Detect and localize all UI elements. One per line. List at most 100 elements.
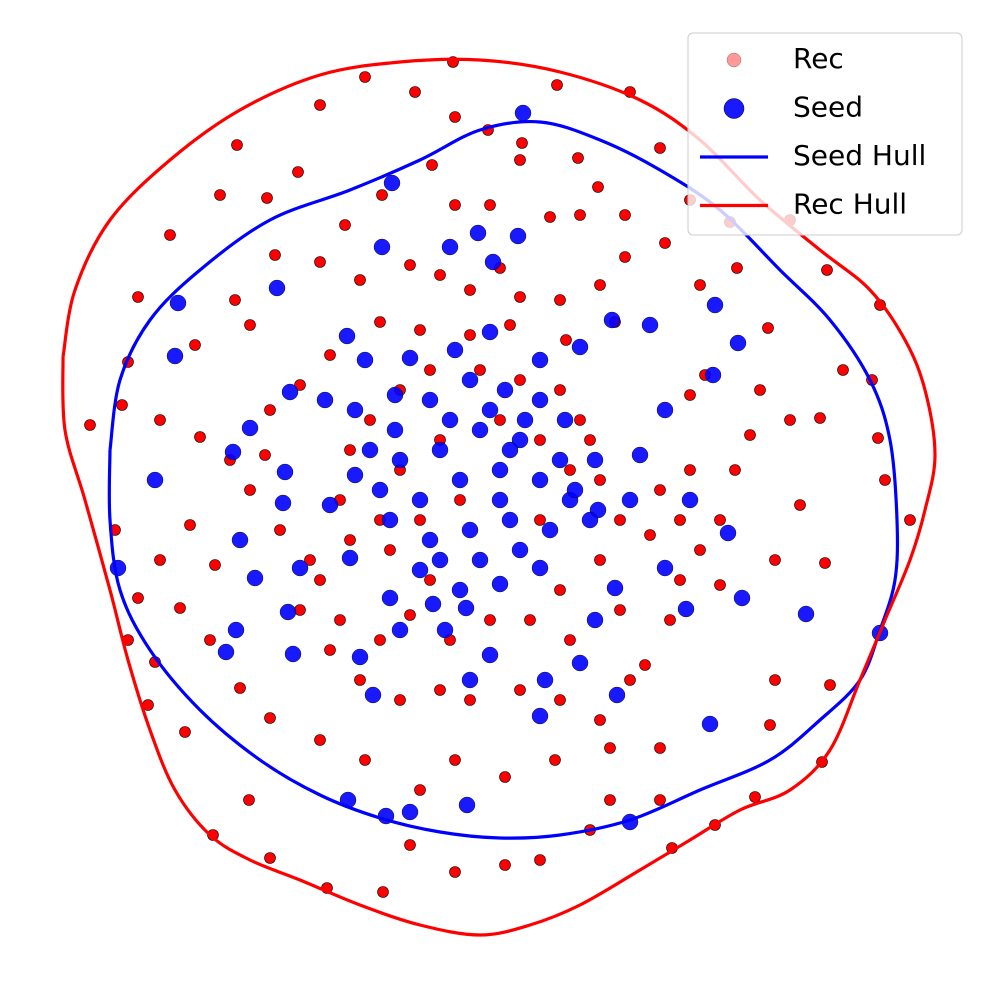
rec-point xyxy=(554,294,566,306)
rec-point xyxy=(304,554,316,566)
rec-point xyxy=(524,614,536,626)
rec-point xyxy=(504,319,516,331)
seed-point xyxy=(531,351,549,369)
seed-point xyxy=(516,411,534,429)
rec-point xyxy=(644,529,656,541)
seed-point xyxy=(484,253,502,271)
rec-point xyxy=(204,634,216,646)
legend-label: Rec xyxy=(793,42,844,75)
rec-point xyxy=(184,519,196,531)
rec-point xyxy=(551,79,563,91)
rec-point xyxy=(404,609,416,621)
rec-point xyxy=(564,634,576,646)
seed-point xyxy=(501,441,519,459)
legend-box xyxy=(687,32,963,236)
seed-point xyxy=(431,551,449,569)
legend-swatch xyxy=(726,52,742,68)
seed-point xyxy=(608,686,626,704)
rec-point xyxy=(619,251,631,263)
seed-point xyxy=(386,386,404,404)
seed-point xyxy=(451,471,469,489)
seed-point xyxy=(274,494,292,512)
seed-point xyxy=(606,579,624,597)
rec-point xyxy=(414,514,426,526)
seed-point xyxy=(531,471,549,489)
rec-point xyxy=(414,324,426,336)
rec-point xyxy=(514,684,526,696)
seed-point xyxy=(481,323,499,341)
seed-point xyxy=(371,481,389,499)
rec-point xyxy=(189,339,201,351)
legend-swatch xyxy=(723,98,745,119)
rec-point xyxy=(314,256,326,268)
seed-point xyxy=(704,366,722,384)
rec-point xyxy=(354,674,366,686)
rec-point xyxy=(292,166,304,178)
rec-point xyxy=(294,379,306,391)
seed-point xyxy=(491,491,509,509)
rec-point xyxy=(516,137,528,149)
rec-point xyxy=(359,754,371,766)
seed-point xyxy=(224,443,242,461)
seed-point xyxy=(381,589,399,607)
seed-point xyxy=(451,581,469,599)
rec-point xyxy=(744,429,756,441)
seed-point xyxy=(471,421,489,439)
rec-point xyxy=(174,602,186,614)
legend-label: Seed Hull xyxy=(793,139,926,172)
rec-point xyxy=(762,322,774,334)
rec-point xyxy=(514,154,526,166)
rec-point xyxy=(534,434,546,446)
seed-point xyxy=(631,446,649,464)
rec-point xyxy=(274,524,286,536)
rec-point xyxy=(179,726,191,738)
rec-point xyxy=(564,464,576,476)
rec-point xyxy=(560,334,572,346)
rec-point xyxy=(324,349,336,361)
rec-point xyxy=(604,794,616,806)
rec-point xyxy=(426,159,438,171)
seed-point xyxy=(481,646,499,664)
seed-point xyxy=(491,461,509,479)
rec-point xyxy=(269,249,281,261)
rec-point xyxy=(837,364,849,376)
seed-point xyxy=(469,224,487,242)
rec-point xyxy=(494,414,506,426)
rec-point xyxy=(132,592,144,604)
rec-point xyxy=(554,694,566,706)
seed-point xyxy=(169,294,187,312)
rec-point xyxy=(404,259,416,271)
rec-point xyxy=(784,414,796,426)
rec-point xyxy=(454,494,466,506)
seed-point xyxy=(231,531,249,549)
rec-point xyxy=(549,754,561,766)
seed-point xyxy=(501,511,519,529)
rec-point xyxy=(359,71,371,83)
rec-point xyxy=(294,604,306,616)
seed-point xyxy=(291,559,309,577)
seed-point xyxy=(391,621,409,639)
rec-point xyxy=(132,291,144,303)
rec-point xyxy=(484,199,496,211)
seed-point xyxy=(338,327,356,345)
seed-point xyxy=(401,349,419,367)
seed-point xyxy=(701,715,719,733)
rec-point xyxy=(84,419,96,431)
seed-point xyxy=(246,569,264,587)
seed-point xyxy=(424,595,442,613)
rec-point xyxy=(594,554,606,566)
rec-point xyxy=(754,384,766,396)
rec-point xyxy=(499,771,511,783)
legend-label: Rec Hull xyxy=(793,188,907,221)
seed-point xyxy=(603,311,621,329)
rec-point xyxy=(154,414,166,426)
seed-point xyxy=(551,451,569,469)
rec-point xyxy=(499,859,511,871)
seed-point xyxy=(729,334,747,352)
seed-point xyxy=(446,341,464,359)
rec-point xyxy=(314,734,326,746)
rec-point xyxy=(164,229,176,241)
rec-point xyxy=(554,584,566,596)
rec-point xyxy=(654,742,666,754)
seed-point xyxy=(509,227,527,245)
